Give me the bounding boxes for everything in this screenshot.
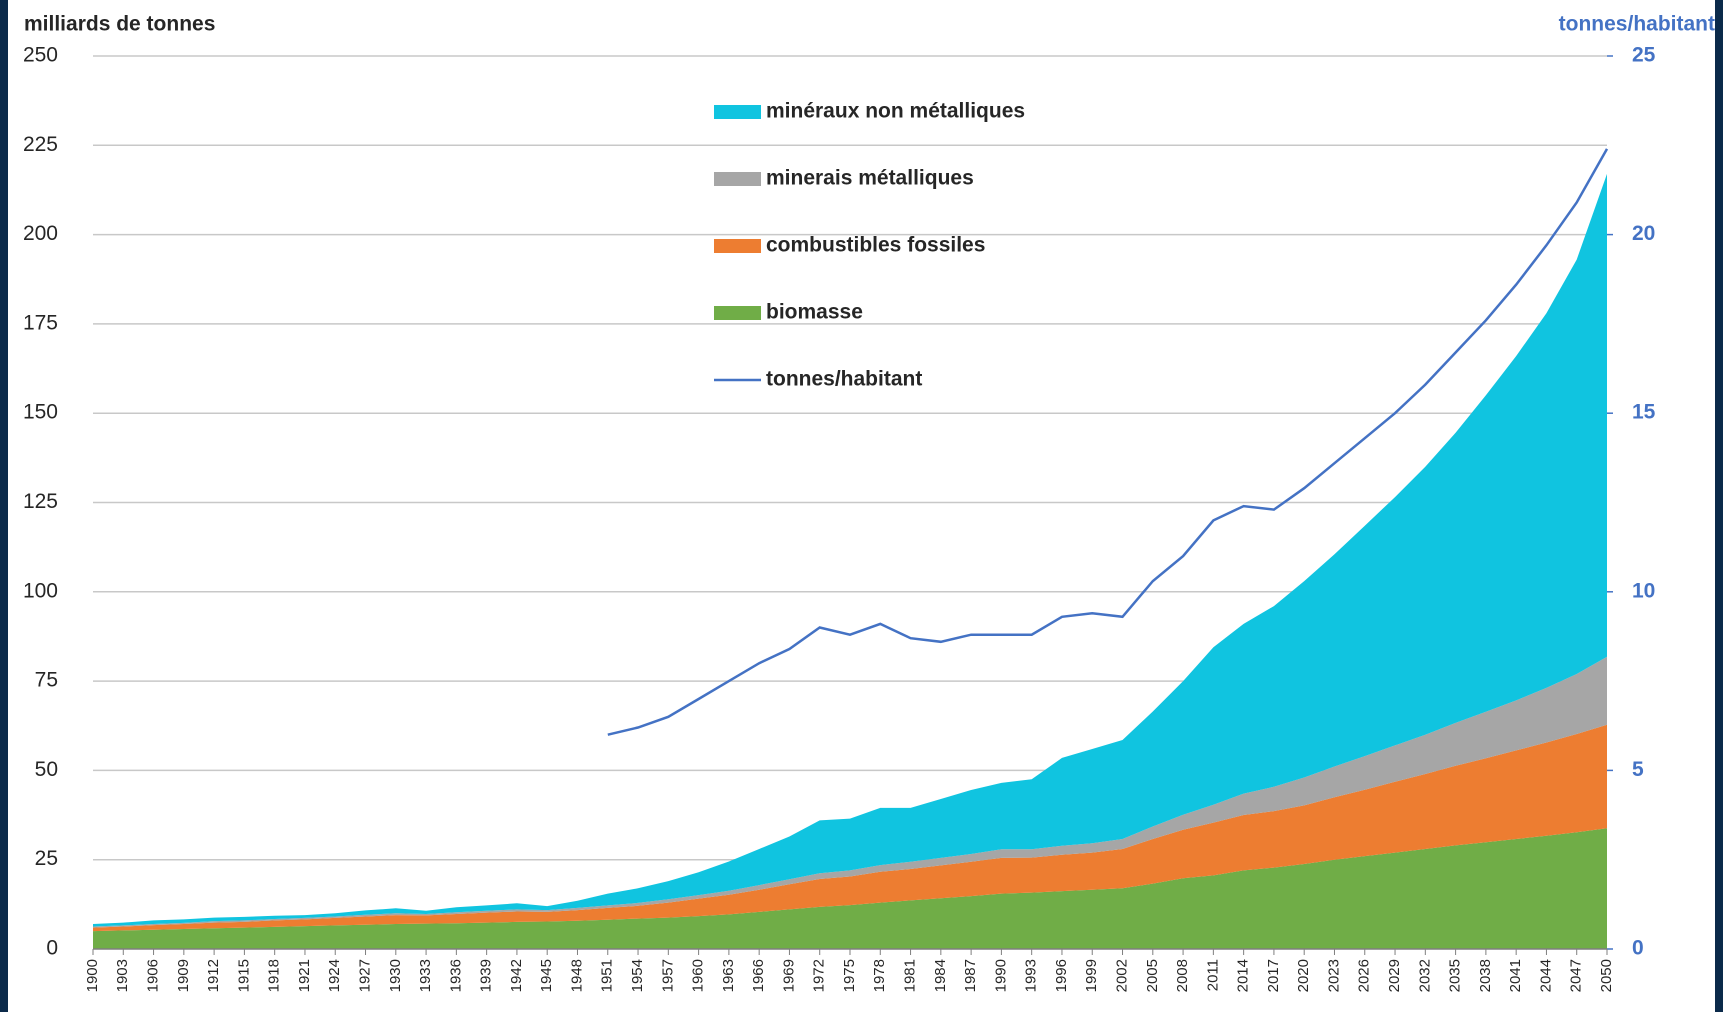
- legend-swatch: [714, 239, 761, 253]
- y2-tick-label: 5: [1632, 758, 1644, 781]
- x-tick-label: 2041: [1507, 959, 1524, 992]
- x-tick-label: 1912: [205, 959, 222, 992]
- x-tick-label: 2017: [1265, 959, 1282, 992]
- x-tick-label: 1903: [114, 959, 131, 992]
- x-tick-label: 1963: [720, 959, 737, 992]
- legend-label: tonnes/habitant: [766, 368, 922, 391]
- x-tick-label: 2035: [1447, 959, 1464, 992]
- x-tick-label: 2032: [1416, 959, 1433, 992]
- x-tick-label: 1990: [992, 959, 1009, 992]
- x-tick-label: 1954: [629, 959, 646, 992]
- legend-swatch: [714, 105, 761, 119]
- x-tick-label: 2047: [1568, 959, 1585, 992]
- x-tick-label: 1945: [538, 959, 555, 992]
- area: [93, 828, 1607, 949]
- x-tick-label: 1984: [932, 959, 949, 992]
- x-tick-label: 1948: [568, 959, 585, 992]
- legend-label: minerais métalliques: [766, 167, 974, 190]
- x-tick-label: 1909: [175, 959, 192, 992]
- x-tick-label: 2023: [1325, 959, 1342, 992]
- legend-swatch: [714, 172, 761, 186]
- x-tick-label: 2044: [1537, 959, 1554, 992]
- x-tick-label: 2020: [1295, 959, 1312, 992]
- x-tick-label: 1906: [145, 959, 162, 992]
- x-tick-label: 1972: [811, 959, 828, 992]
- y-tick-label: 0: [46, 937, 58, 960]
- x-tick-label: 2029: [1386, 959, 1403, 992]
- x-tick-label: 1915: [235, 959, 252, 992]
- x-tick-label: 1978: [871, 959, 888, 992]
- y-tick-label: 125: [23, 490, 58, 513]
- x-tick-label: 1960: [690, 959, 707, 992]
- legend-label: biomasse: [766, 301, 863, 324]
- x-tick-label: 2050: [1598, 959, 1615, 992]
- y-tick-label: 50: [35, 758, 58, 781]
- y2-tick-label: 15: [1632, 401, 1656, 424]
- x-tick-label: 1969: [780, 959, 797, 992]
- area: [93, 724, 1607, 932]
- y2-tick-label: 20: [1632, 222, 1655, 245]
- x-tick-label: 1999: [1083, 959, 1100, 992]
- x-tick-label: 1921: [296, 959, 313, 992]
- x-tick-label: 1993: [1023, 959, 1040, 992]
- area: [93, 173, 1607, 927]
- x-tick-label: 1975: [841, 959, 858, 992]
- x-tick-label: 2008: [1174, 959, 1191, 992]
- legend-label: combustibles fossiles: [766, 234, 985, 257]
- x-tick-label: 2038: [1477, 959, 1494, 992]
- x-tick-label: 1924: [326, 959, 343, 992]
- x-tick-label: 2005: [1144, 959, 1161, 992]
- y-tick-label: 175: [23, 311, 58, 334]
- x-tick-label: 1996: [1053, 959, 1070, 992]
- y2-tick-label: 25: [1632, 44, 1656, 67]
- x-tick-label: 1966: [750, 959, 767, 992]
- x-tick-label: 1930: [387, 959, 404, 992]
- x-tick-label: 1900: [84, 959, 101, 992]
- x-tick-label: 2011: [1204, 959, 1221, 991]
- x-tick-label: 1987: [962, 959, 979, 992]
- line: [607, 148, 1609, 736]
- x-tick-label: 1927: [356, 959, 373, 992]
- x-tick-label: 1936: [447, 959, 464, 992]
- area: [93, 656, 1607, 928]
- x-tick-label: 2002: [1113, 959, 1130, 992]
- x-tick-label: 2026: [1356, 959, 1373, 992]
- x-tick-label: 2014: [1235, 959, 1252, 992]
- y-axis-label: milliards de tonnes: [24, 13, 215, 36]
- x-tick-label: 1951: [599, 959, 616, 992]
- y2-tick-label: 0: [1632, 937, 1644, 960]
- legend-swatch: [714, 306, 761, 320]
- legend-label: minéraux non métalliques: [766, 100, 1025, 123]
- x-tick-label: 1918: [266, 959, 283, 992]
- y-tick-label: 75: [35, 669, 58, 692]
- y2-tick-label: 10: [1632, 579, 1655, 602]
- y-tick-label: 150: [23, 401, 58, 424]
- y-tick-label: 100: [23, 579, 58, 602]
- x-tick-label: 1942: [508, 959, 525, 992]
- x-tick-label: 1933: [417, 959, 434, 992]
- y-tick-label: 225: [23, 133, 58, 156]
- x-tick-label: 1957: [659, 959, 676, 992]
- x-tick-label: 1981: [902, 959, 919, 992]
- y-tick-label: 200: [23, 222, 58, 245]
- y-tick-label: 25: [35, 847, 58, 870]
- y-tick-label: 250: [23, 44, 58, 67]
- x-tick-label: 1939: [478, 959, 495, 992]
- y2-axis-label: tonnes/habitant: [1559, 13, 1715, 36]
